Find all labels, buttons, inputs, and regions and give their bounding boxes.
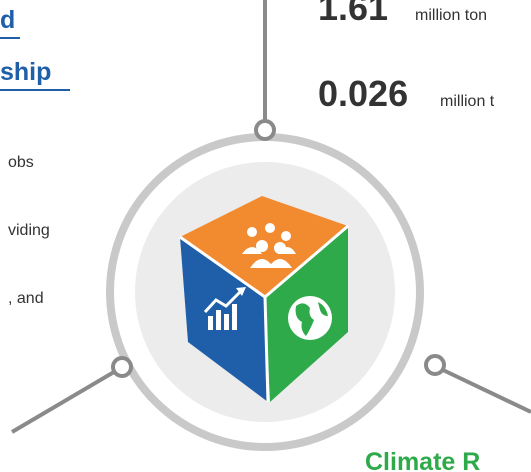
heading: ship (0, 58, 51, 86)
connector (443, 370, 531, 412)
stat-unit: million t (440, 93, 495, 110)
connector (12, 372, 114, 432)
node (426, 356, 444, 374)
body-text: , and (8, 290, 44, 307)
body-text: obs (8, 154, 34, 171)
body-text: viding (8, 222, 50, 239)
stat-value: 1.61 (318, 0, 388, 28)
section-heading: Climate R (365, 448, 480, 472)
heading: d (0, 6, 15, 34)
stat-unit: million ton (415, 7, 487, 24)
infographic: d ship obs viding , and 1.61 million ton… (0, 0, 531, 472)
node (256, 121, 274, 139)
stat-value: 0.026 (318, 73, 408, 114)
node (113, 358, 131, 376)
